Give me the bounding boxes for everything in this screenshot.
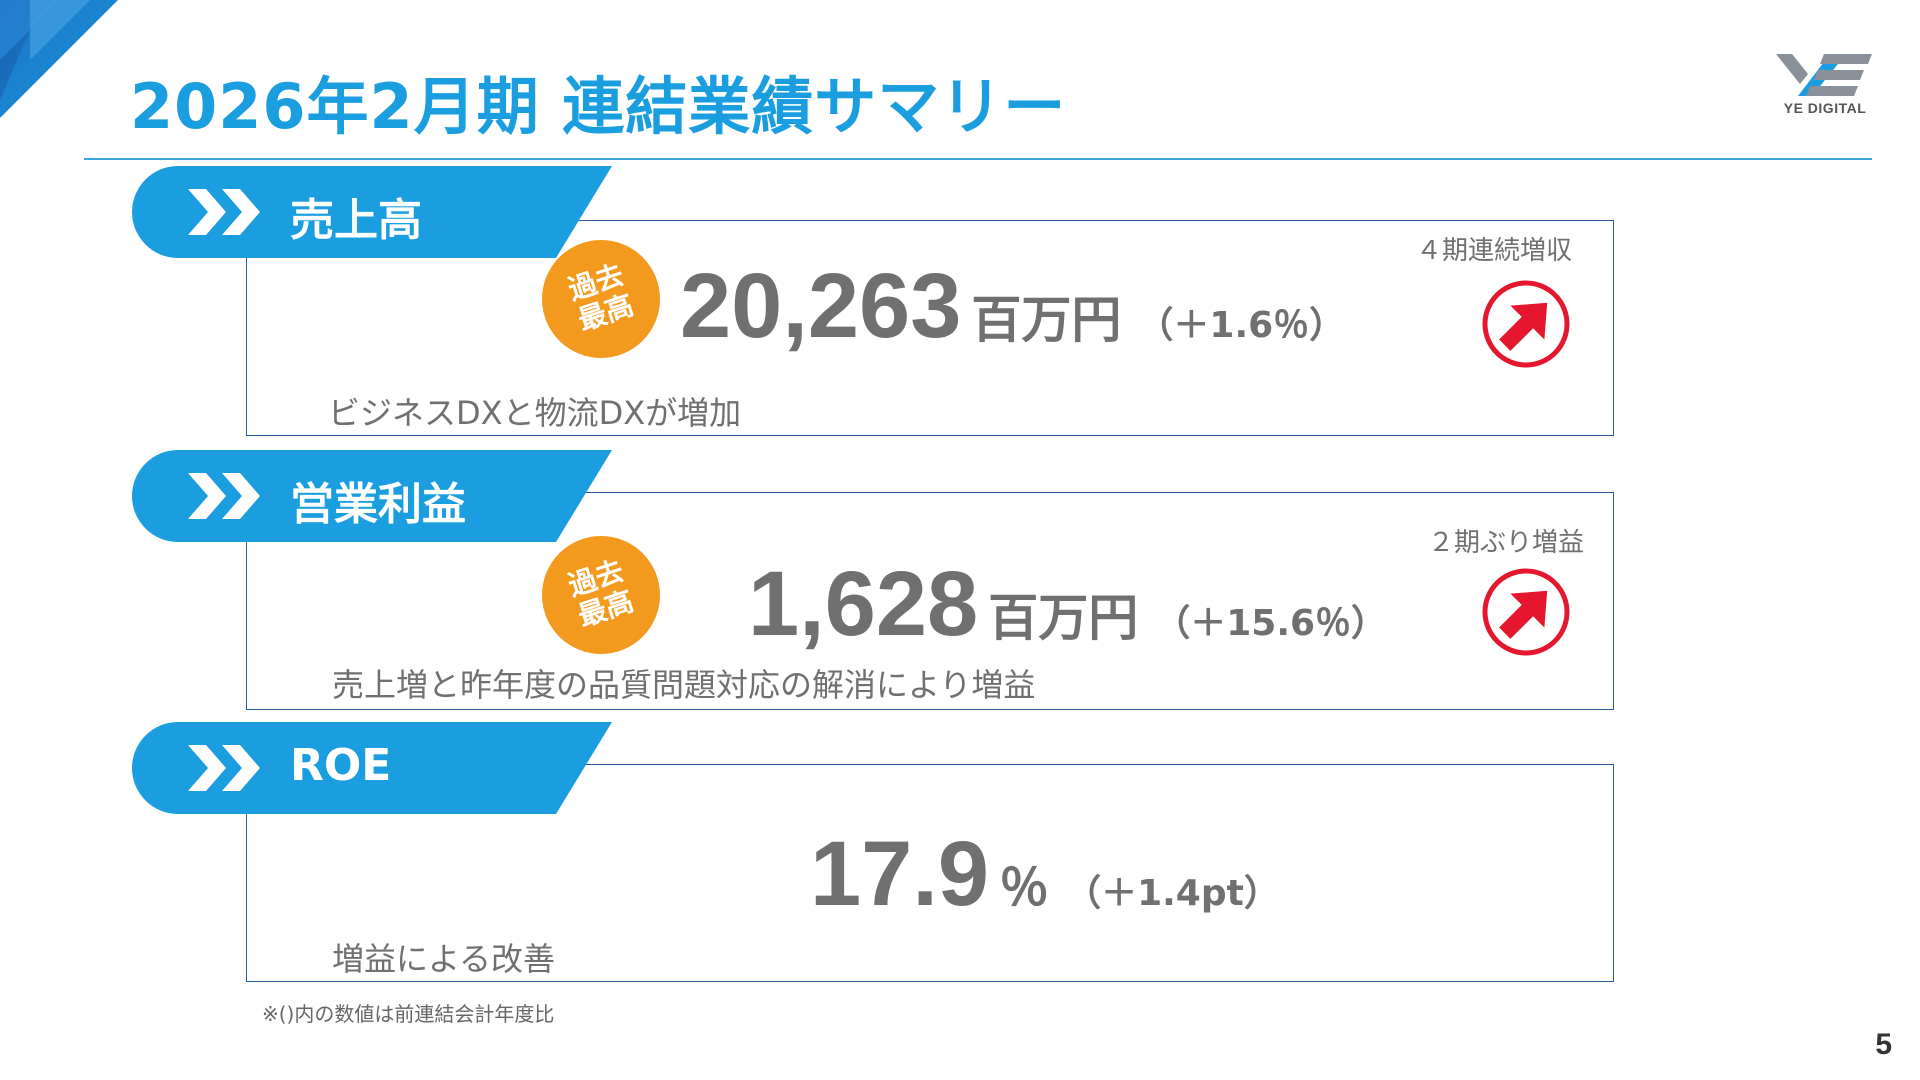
record-high-badge: 過去 最高 [542, 240, 660, 358]
operating-profit-value-line: 1,628 百万円 （＋15.6％） [748, 552, 1387, 657]
roe-value: 17.9 [810, 823, 990, 925]
roe-description: 増益による改善 [332, 940, 556, 978]
page-number: 5 [1875, 1028, 1892, 1061]
sales-change: （＋1.6％） [1137, 305, 1346, 346]
sales-unit: 百万円 [971, 291, 1122, 349]
roe-value-line: 17.9 ％ （＋1.4pt） [810, 822, 1280, 927]
operating-profit-trend-note: ２期ぶり増益 [1428, 528, 1585, 558]
title-divider [84, 158, 1872, 160]
roe-change: （＋1.4pt） [1065, 873, 1280, 914]
up-right-arrow-icon [1482, 280, 1570, 368]
chevrons-right-icon [188, 473, 260, 519]
footnote: ※()内の数値は前連結会計年度比 [262, 1002, 555, 1026]
corner-decoration [0, 0, 118, 118]
record-high-badge: 過去 最高 [542, 536, 660, 654]
sales-value-line: 20,263 百万円 （＋1.6％） [680, 254, 1345, 359]
operating-profit-value: 1,628 [748, 553, 979, 655]
logo-text: YE DIGITAL [1783, 100, 1867, 116]
sales-trend-note: ４期連続増収 [1416, 236, 1573, 266]
ye-digital-logo [1776, 54, 1872, 96]
sales-label: 売上高 [290, 195, 422, 246]
chevrons-right-icon [188, 745, 260, 791]
up-right-arrow-icon [1482, 568, 1570, 656]
roe-label: ROE [290, 740, 392, 791]
sales-value: 20,263 [680, 255, 962, 357]
roe-tab: ROE [132, 722, 612, 814]
sales-tab: 売上高 [132, 166, 612, 258]
operating-profit-unit: 百万円 [988, 589, 1139, 647]
operating-profit-tab: 営業利益 [132, 450, 612, 542]
operating-profit-change: （＋15.6％） [1154, 603, 1388, 644]
sales-description: ビジネスDXと物流DXが増加 [328, 394, 742, 432]
page-title: 2026年2月期 連結業績サマリー [130, 70, 1067, 143]
roe-unit: ％ [999, 859, 1050, 917]
operating-profit-description: 売上増と昨年度の品質問題対応の解消により増益 [332, 666, 1036, 704]
operating-profit-label: 営業利益 [290, 479, 466, 530]
chevrons-right-icon [188, 189, 260, 235]
